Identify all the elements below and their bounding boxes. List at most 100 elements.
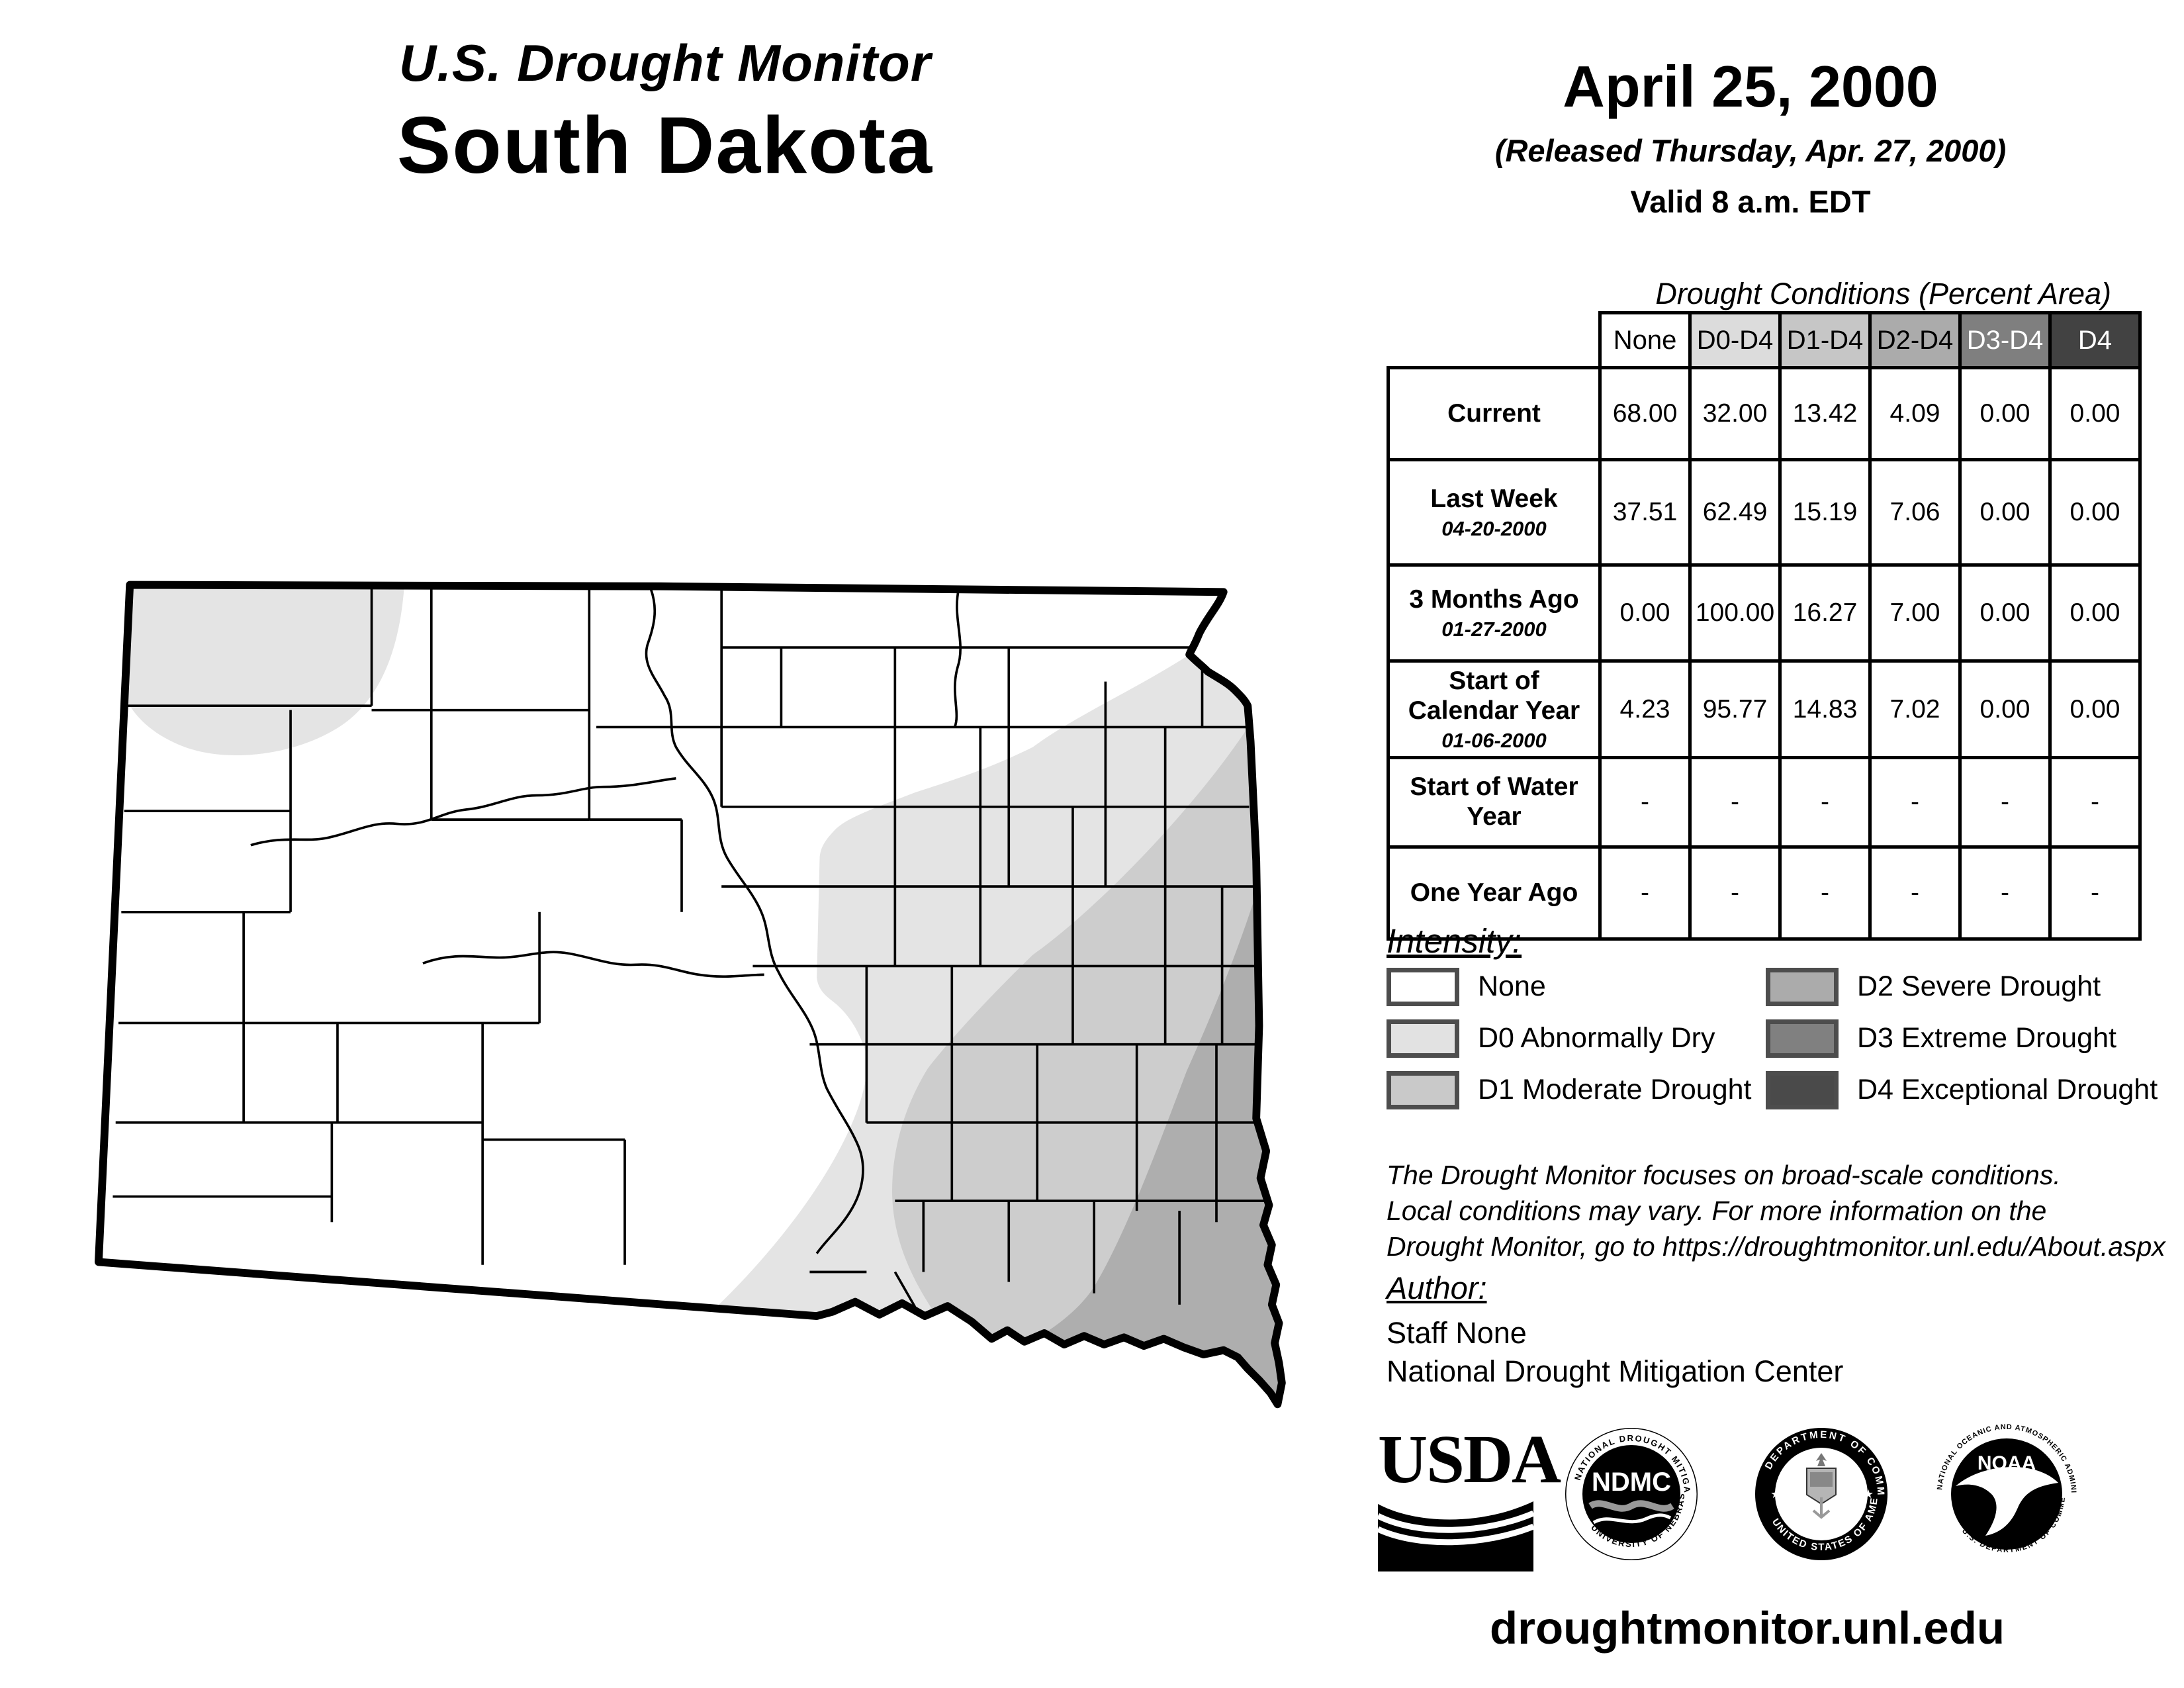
table-row-start-calendar-year: Start of Calendar Year 01-06-2000 4.23 95… [1387,659,2142,760]
legend-item-d0: D0 Abnormally Dry [1387,1019,1752,1058]
row-label: 3 Months Ago 01-27-2000 [1387,563,1602,663]
legend-item-d4: D4 Exceptional Drought [1766,1070,2158,1109]
svg-text:★: ★ [1863,1487,1874,1501]
valid-time: Valid 8 a.m. EDT [1630,184,1871,219]
col-header-d1d4: D1-D4 [1778,311,1872,369]
table-cell: - [2048,756,2142,849]
legend-label: D1 Moderate Drought [1478,1074,1752,1105]
table-cell: 0.00 [1958,659,2052,760]
table-row-one-year-ago: One Year Ago - - - - - - [1387,845,2142,941]
river-missouri [645,587,864,1254]
map-date: April 25, 2000 [1563,54,1938,119]
disclaimer-line: Drought Monitor, go to https://droughtmo… [1387,1231,2165,1262]
usda-logo-text: USDA [1378,1421,1561,1497]
table-cell: 7.00 [1868,563,1962,663]
river-white [422,951,764,978]
footer-url: droughtmonitor.unl.edu [1489,1603,2005,1654]
date-block: April 25, 2000 (Released Thursday, Apr. … [1383,53,2118,220]
svg-text:★: ★ [1770,1487,1781,1501]
row-label-text: Current [1447,399,1541,428]
table-cell: 32.00 [1688,366,1782,461]
table-cell: 0.00 [1598,563,1692,663]
title-block: U.S. Drought Monitor South Dakota [0,33,1330,191]
table-cell: - [1958,756,2052,849]
map-region-d0-northwest [122,585,404,755]
released-date: (Released Thursday, Apr. 27, 2000) [1494,133,2007,168]
row-label-text: 3 Months Ago [1409,585,1579,614]
row-label: Start of Water Year [1387,756,1602,849]
row-label-text: One Year Ago [1410,878,1578,907]
table-cell: - [1598,845,1692,941]
table-cell: 14.83 [1778,659,1872,760]
noaa-logo: NATIONAL OCEANIC AND ATMOSPHERIC ADMINIS… [1933,1417,2078,1569]
row-label: Start of Calendar Year 01-06-2000 [1387,659,1602,760]
legend-swatch-d0 [1387,1019,1459,1058]
usda-logo: USDA [1376,1420,1561,1575]
legend-swatch-d1 [1387,1070,1459,1109]
table-row-current: Current 68.00 32.00 13.42 4.09 0.00 0.00 [1387,366,2142,461]
table-header-row: None D0-D4 D1-D4 D2-D4 D3-D4 D4 [1388,311,2142,369]
table-cell: - [1688,756,1782,849]
author-heading: Author: [1387,1270,1487,1305]
table-cell: 0.00 [1958,458,2052,567]
noaa-seal-icon: NATIONAL OCEANIC AND ATMOSPHERIC ADMINIS… [1933,1417,2077,1554]
legend-item-d1: D1 Moderate Drought [1387,1070,1752,1109]
table-cell: - [1958,845,2052,941]
drought-conditions-table: None D0-D4 D1-D4 D2-D4 D3-D4 D4 Current … [1387,311,2142,941]
table-cell: 4.09 [1868,366,1962,461]
table-corner-cell [1388,313,1600,368]
legend-swatch-d4 [1766,1070,1839,1109]
col-header-none: None [1598,311,1692,369]
county-boundaries-west [113,587,683,1265]
row-sublabel: 01-06-2000 [1441,728,1547,752]
col-header-d0d4: D0-D4 [1688,311,1782,369]
legend-label: D0 Abnormally Dry [1478,1022,1715,1054]
table-cell: 13.42 [1778,366,1872,461]
ndmc-seal-icon: NATIONAL DROUGHT MITIGATION CENTER UNIVE… [1557,1415,1698,1560]
legend-label: D4 Exceptional Drought [1857,1074,2158,1105]
col-header-d3d4: D3-D4 [1958,311,2052,369]
department-of-commerce-logo: DEPARTMENT OF COMMERCE UNITED STATES OF … [1746,1415,1893,1569]
table-cell: 0.00 [2048,366,2142,461]
table-cell: 62.49 [1688,458,1782,567]
table-cell: - [1868,756,1962,849]
row-label: Last Week 04-20-2000 [1387,458,1602,567]
table-cell: 0.00 [1958,563,2052,663]
table-cell: 7.06 [1868,458,1962,567]
table-cell: - [1868,845,1962,941]
table-cell: 7.02 [1868,659,1962,760]
legend-item-none: None [1387,967,1752,1006]
row-label: Current [1387,366,1602,461]
disclaimer-line: Local conditions may vary. For more info… [1387,1196,2047,1227]
table-cell: 4.23 [1598,659,1692,760]
author-organization: National Drought Mitigation Center [1387,1354,1844,1388]
table-row-start-water-year: Start of Water Year - - - - - - [1387,756,2142,849]
legend-swatch-none [1387,967,1459,1006]
legend-title: Intensity: [1387,922,1522,960]
state-title: South Dakota [396,100,934,190]
legend-item-d2: D2 Severe Drought [1766,967,2158,1006]
col-header-d2d4: D2-D4 [1868,311,1962,369]
row-sublabel: 04-20-2000 [1441,516,1547,540]
table-cell: 15.19 [1778,458,1872,567]
table-cell: 0.00 [1958,366,2052,461]
table-cell: 0.00 [2048,563,2142,663]
report-title: U.S. Drought Monitor [398,34,932,92]
ndmc-logo-text: NDMC [1592,1468,1671,1497]
doc-seal-icon: DEPARTMENT OF COMMERCE UNITED STATES OF … [1746,1415,1888,1560]
table-caption: Drought Conditions (Percent Area) [1655,277,2111,310]
state-border [95,581,1286,1409]
table-row-3-months-ago: 3 Months Ago 01-27-2000 0.00 100.00 16.27… [1387,563,2142,663]
legend-label: None [1478,970,1546,1002]
legend-label: D3 Extreme Drought [1857,1022,2116,1054]
river-cheyenne [250,776,676,847]
author-name: Staff None [1387,1316,1527,1350]
table-cell: 16.27 [1778,563,1872,663]
table-cell: - [2048,845,2142,941]
col-header-d4: D4 [2048,311,2142,369]
disclaimer-line: The Drought Monitor focuses on broad-sca… [1387,1160,2061,1190]
table-cell: 0.00 [2048,458,2142,567]
river-james [953,587,962,728]
legend-label: D2 Severe Drought [1857,970,2101,1002]
